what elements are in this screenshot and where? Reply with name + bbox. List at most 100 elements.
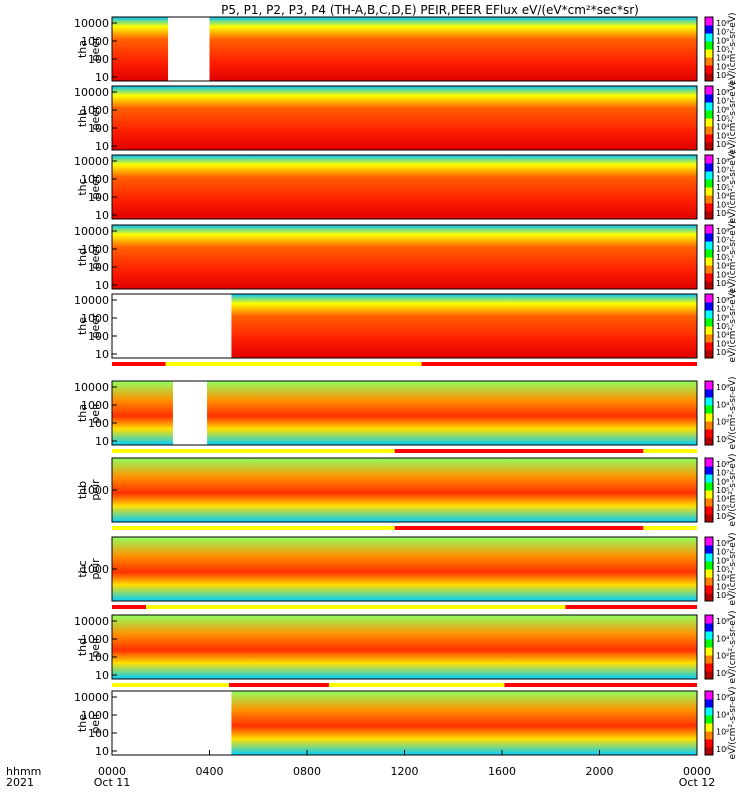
- y-tick-label: 100: [88, 122, 109, 135]
- mode-bar-segment: [112, 362, 166, 366]
- y-tick-label: 10: [95, 348, 109, 361]
- colorbar-band: [705, 334, 713, 343]
- colorbar-tick-label: 10⁶: [716, 244, 729, 253]
- mode-bar-segment: [165, 362, 422, 366]
- panel-probe-label: the: [76, 317, 89, 335]
- colorbar-band: [705, 647, 713, 656]
- y-tick-label: 1000: [81, 484, 109, 497]
- colorbar-tick-label: 10⁷: [716, 305, 729, 314]
- colorbar-band: [705, 57, 713, 66]
- colorbar-tick-label: 10⁶: [716, 477, 729, 486]
- colorbar-tick-label: 10⁸: [716, 19, 729, 28]
- colorbar-frame: [704, 16, 714, 82]
- mode-bar-segment: [394, 526, 644, 530]
- colorbar-band: [705, 25, 713, 34]
- y-tick-label: 1000: [81, 563, 109, 576]
- y-tick-label: 10: [95, 140, 109, 153]
- colorbar-band: [705, 655, 713, 664]
- colorbar-band: [705, 671, 713, 680]
- colorbar-band: [705, 65, 713, 74]
- colorbar-band: [705, 171, 713, 180]
- colorbar-band: [705, 639, 713, 648]
- colorbar-units: eV/(cm²-s-sr-eV): [728, 453, 738, 526]
- colorbar-band: [705, 179, 713, 188]
- colorbar-band: [705, 110, 713, 119]
- y-tick-label: 1000: [81, 399, 109, 412]
- spectrogram-panel: 10000 1000 100 10 thd peer 10⁸10⁷10⁶10⁵10⁴10³1…: [74, 220, 738, 293]
- colorbar-units: eV/(cm²-s-sr-eV): [728, 12, 738, 85]
- panel-probe-label: thd: [76, 638, 89, 656]
- spectrogram-image: [112, 537, 697, 601]
- mode-bar-segment: [504, 683, 697, 687]
- colorbar-tick-label: 10⁰: [716, 669, 729, 678]
- colorbar-tick-label: 10⁵: [716, 114, 729, 123]
- colorbar-tick-label: 10⁶: [716, 174, 729, 183]
- colorbar-tick-label: 10³: [716, 270, 729, 279]
- colorbar-band: [705, 310, 713, 319]
- x-tick-label: 0800: [293, 765, 321, 778]
- colorbar-frame: [704, 614, 714, 680]
- data-gap: [172, 381, 208, 445]
- colorbar-band: [705, 553, 713, 562]
- colorbar-band: [705, 342, 713, 351]
- y-tick-label: 10000: [74, 225, 109, 238]
- colorbar-tick-label: 10²: [716, 591, 729, 600]
- mode-bar-segment: [421, 362, 697, 366]
- y-tick-label: 1000: [81, 104, 109, 117]
- colorbar-tick-label: 10³: [716, 503, 729, 512]
- y-tick-label: 100: [88, 417, 109, 430]
- colorbar-tick-label: 10²: [716, 512, 729, 521]
- colorbar-units: eV/(cm²-s-sr-eV): [728, 289, 738, 362]
- colorbar-band: [705, 41, 713, 50]
- colorbar-band: [705, 405, 713, 414]
- colorbar-tick-label: 10⁴: [716, 331, 729, 340]
- mode-bar-segment: [643, 526, 697, 530]
- colorbar-band: [705, 163, 713, 172]
- colorbar-tick-label: 10⁴: [716, 192, 729, 201]
- colorbar-band: [705, 233, 713, 242]
- colorbar-band: [705, 118, 713, 127]
- colorbar-band: [705, 326, 713, 335]
- colorbar-tick-label: 10⁶: [716, 617, 729, 626]
- colorbar-tick-label: 10⁰: [716, 745, 729, 754]
- chart-title: P5, P1, P2, P3, P4 (TH-A,B,C,D,E) PEIR,P…: [221, 3, 639, 17]
- panel-probe-label: thc: [76, 178, 89, 195]
- colorbar-units: eV/(cm²-s-sr-eV): [728, 220, 738, 293]
- colorbar-frame: [704, 536, 714, 602]
- colorbar-tick-label: 10³: [716, 200, 729, 209]
- spectrogram-image: [112, 155, 697, 219]
- colorbar-band: [705, 569, 713, 578]
- colorbar-band: [705, 273, 713, 282]
- colorbar-tick-label: 10³: [716, 131, 729, 140]
- spectrogram-image: [112, 86, 697, 150]
- colorbar-tick-label: 10²: [716, 348, 729, 357]
- x-tick-label: 0000: [98, 765, 126, 778]
- colorbar-units: eV/(cm²-s-sr-eV): [728, 610, 738, 683]
- colorbar-tick-label: 10⁵: [716, 565, 729, 574]
- x-tick-label: 2000: [586, 765, 614, 778]
- panel-species-label: peer: [89, 174, 102, 200]
- colorbar-tick-label: 10²: [716, 140, 729, 149]
- colorbar-band: [705, 537, 713, 546]
- colorbar-tick-label: 10⁴: [716, 574, 729, 583]
- panel-species-label: peir: [89, 712, 102, 734]
- colorbar-band: [705, 195, 713, 204]
- mode-bars: [112, 362, 697, 687]
- spectrogram-panel: 10000 1000 100 10 the peir 10⁶ 10⁴ 10² 10⁰eV/(cm²…: [74, 686, 738, 759]
- colorbar-tick-label: 10⁸: [716, 539, 729, 548]
- y-tick-label: 1000: [81, 173, 109, 186]
- colorbar-band: [705, 318, 713, 327]
- colorbar-tick-label: 10³: [716, 582, 729, 591]
- colorbar-band: [705, 142, 713, 151]
- colorbar-units: eV/(cm²-s-sr-eV): [728, 81, 738, 154]
- colorbar-tick-label: 10²: [716, 652, 729, 661]
- colorbar-band: [705, 397, 713, 406]
- colorbar-tick-label: 10⁸: [716, 227, 729, 236]
- colorbar-band: [705, 381, 713, 390]
- colorbar-band: [705, 593, 713, 602]
- colorbar-band: [705, 699, 713, 708]
